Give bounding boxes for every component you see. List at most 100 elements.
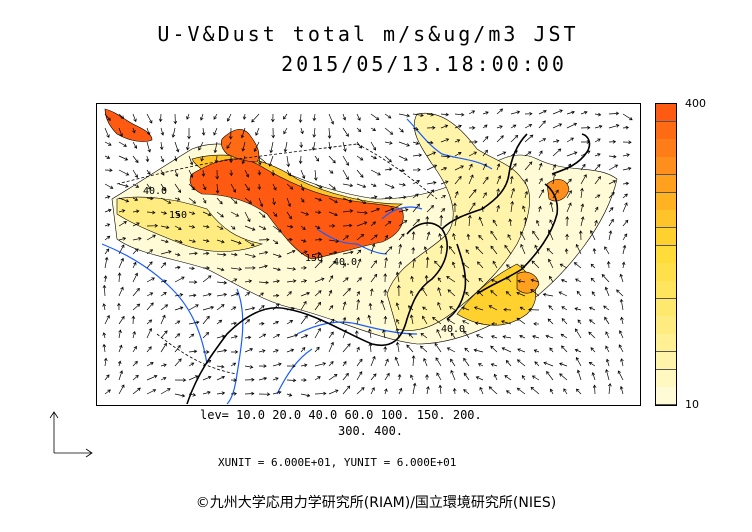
wind-arrow (328, 275, 334, 283)
wind-arrow (286, 237, 293, 242)
wind-arrow (314, 362, 327, 367)
wind-arrow (566, 178, 572, 185)
wind-arrow (594, 219, 598, 227)
wind-arrow (241, 141, 246, 152)
wind-arrow (118, 209, 126, 213)
wind-arrow (604, 246, 610, 255)
wind-arrow (272, 303, 280, 311)
wind-arrow (174, 333, 181, 339)
wind-arrow (342, 385, 351, 395)
colorbar-segment (656, 263, 676, 282)
wind-arrow (328, 360, 334, 367)
wind-arrow (104, 155, 111, 159)
contour-label: 150 (169, 210, 187, 221)
wind-arrow (468, 189, 477, 199)
wind-arrow (242, 113, 247, 120)
wind-arrow (102, 284, 107, 297)
wind-arrow (505, 291, 512, 297)
wind-arrow (171, 127, 176, 138)
wind-arrow (298, 155, 303, 165)
contour-labels: 40.0 150 150 40.0 40.0 (143, 186, 465, 335)
wind-arrow (426, 204, 434, 213)
wind-arrow (300, 169, 306, 179)
wind-arrow (398, 387, 403, 395)
wind-arrow (446, 276, 456, 283)
wind-arrow (608, 230, 613, 241)
colorbar-segment (656, 298, 676, 317)
wind-arrow (510, 124, 517, 129)
wind-arrow (117, 360, 122, 367)
wind-arrow (603, 305, 610, 311)
wind-arrow (398, 243, 403, 255)
wind-arrow (577, 319, 582, 325)
wind-arrow (510, 134, 519, 143)
wind-arrow (187, 127, 191, 140)
wind-arrow (188, 155, 194, 166)
wind-arrow (549, 388, 554, 395)
wind-arrow (395, 341, 400, 353)
wind-arrow (605, 358, 610, 367)
wind-arrow (519, 306, 526, 311)
wind-arrow (465, 249, 470, 255)
wind-arrow (548, 305, 554, 311)
wind-arrow (356, 298, 361, 311)
wind-arrow (482, 136, 489, 143)
wind-arrow (549, 201, 554, 213)
wind-arrow (580, 216, 585, 227)
wind-arrow (383, 289, 388, 297)
colorbar-segment (656, 316, 676, 335)
wind-arrow (538, 189, 545, 199)
wind-arrow (622, 153, 630, 157)
wind-arrow (384, 155, 392, 163)
wind-arrow (272, 362, 282, 367)
wind-arrow (552, 123, 563, 129)
wind-arrow (620, 358, 624, 367)
wind-arrow (552, 172, 557, 185)
wind-arrow (230, 321, 237, 326)
wind-arrow (566, 110, 575, 115)
wind-arrow (202, 197, 207, 204)
wind-arrow (314, 210, 322, 215)
wind-arrow (132, 155, 139, 164)
wind-arrow (328, 389, 339, 395)
wind-arrow (118, 344, 123, 353)
wind-arrow (608, 124, 620, 129)
wind-arrow (272, 183, 277, 191)
contour-label: 40.0 (441, 324, 465, 335)
wind-arrow (328, 183, 336, 190)
wind-arrow (328, 211, 338, 217)
wind-arrow (258, 250, 269, 255)
wind-arrow (314, 277, 325, 283)
wind-arrow (356, 290, 360, 297)
wind-arrow (412, 113, 424, 117)
wind-arrow (395, 327, 400, 339)
wind-arrow (384, 234, 388, 241)
wind-arrow (465, 291, 470, 297)
wind-arrow (216, 364, 225, 369)
wind-arrow (300, 239, 307, 243)
wind-arrow (312, 127, 317, 138)
wind-arrow (592, 384, 597, 395)
wind-arrow (216, 239, 225, 244)
wind-arrow (230, 183, 237, 193)
wind-arrow (524, 123, 533, 129)
wind-arrow (258, 225, 267, 230)
wind-arrow (132, 127, 136, 134)
wind-arrow (474, 321, 484, 326)
wind-arrow (356, 183, 367, 189)
wind-arrow (314, 197, 323, 202)
wind-arrow (356, 371, 363, 381)
wind-arrow (342, 372, 349, 381)
wind-arrow (244, 169, 250, 178)
wind-arrow (412, 153, 423, 158)
wind-arrow (370, 234, 378, 241)
wind-arrow (520, 243, 526, 255)
wind-arrow (300, 279, 308, 283)
wind-arrow (160, 279, 168, 284)
wind-arrow (478, 216, 484, 227)
wind-arrow (466, 233, 471, 241)
wind-arrow (496, 204, 500, 213)
wind-arrow (383, 346, 388, 353)
wind-arrow (438, 384, 443, 395)
wind-arrow (328, 341, 334, 353)
